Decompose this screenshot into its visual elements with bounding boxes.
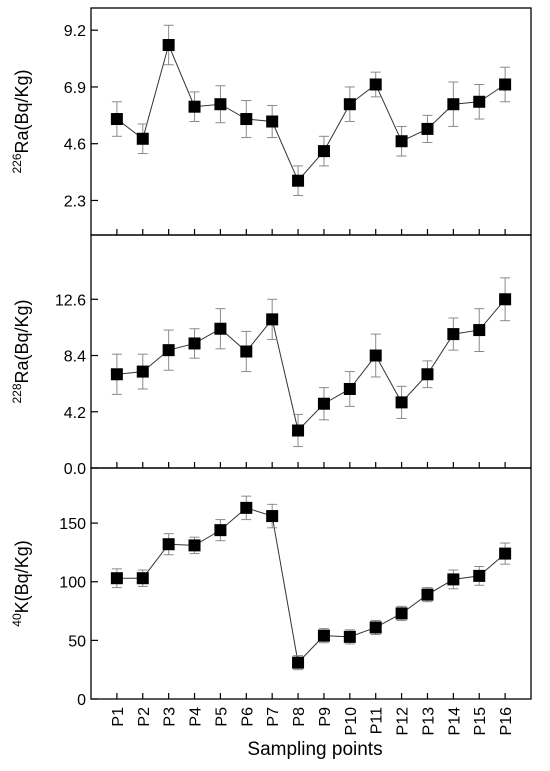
data-point — [292, 656, 305, 669]
chart-panels: 2.34.66.99.2226Ra(Bq/Kg)0.04.28.412.6228… — [10, 7, 532, 736]
data-point — [266, 115, 279, 128]
y-tick-label: 9.2 — [64, 23, 86, 40]
x-tick-label: P14 — [446, 707, 463, 736]
x-tick-label: P3 — [162, 707, 179, 727]
data-point — [473, 95, 486, 108]
data-point — [369, 621, 382, 634]
data-point — [240, 345, 253, 358]
data-point — [499, 547, 512, 560]
data-point — [395, 396, 408, 409]
y-tick-label: 100 — [59, 575, 86, 592]
chart-panel-3: 0 50 100 150 40K(Bq/Kg) — [10, 467, 532, 709]
x-tick-label: P11 — [369, 707, 386, 734]
data-point — [499, 78, 512, 91]
data-point — [292, 174, 305, 187]
y-axis-label: 226Ra(Bq/Kg) — [10, 69, 32, 173]
data-point — [447, 573, 460, 586]
x-tick-label: P9 — [317, 707, 334, 727]
x-tick-label: P15 — [472, 707, 489, 736]
y-axis-label-unit: Ra(Bq/Kg) — [12, 69, 32, 153]
data-point — [162, 538, 175, 551]
data-point — [110, 113, 123, 126]
x-tick-label: P7 — [265, 707, 282, 727]
data-point — [499, 293, 512, 306]
data-point — [188, 337, 201, 350]
y-tick-label: 6.9 — [64, 80, 86, 97]
data-point — [240, 501, 253, 514]
y-axis-label: 228Ra(Bq/Kg) — [10, 299, 32, 403]
data-point — [369, 78, 382, 91]
data-point — [110, 368, 123, 381]
data-point — [136, 572, 149, 585]
y-tick-label: 2.3 — [64, 193, 86, 210]
series-line — [116, 507, 506, 664]
x-axis-label: Sampling points — [247, 739, 382, 760]
data-point — [317, 629, 330, 642]
plot-frame — [90, 467, 532, 700]
x-tick-label: P10 — [343, 707, 360, 736]
data-point — [473, 324, 486, 337]
y-tick-label: 50 — [68, 633, 86, 650]
data-point — [421, 122, 434, 135]
data-point — [421, 368, 434, 381]
y-axis-label-isotope: 228 — [10, 383, 24, 403]
data-point — [214, 98, 227, 111]
data-point — [266, 510, 279, 523]
data-point — [188, 539, 201, 552]
data-point — [240, 113, 253, 126]
chart-panel-1: 2.3 4.6 6.9 9.2 226Ra(Bq/Kg) — [10, 7, 532, 236]
data-point — [214, 524, 227, 537]
y-axis-label: 40K(Bq/Kg) — [10, 540, 32, 626]
x-tick-label: P16 — [498, 707, 515, 736]
y-tick-label: 0.0 — [64, 461, 86, 478]
y-axis-label-isotope: 40 — [10, 613, 24, 627]
data-point — [317, 397, 330, 410]
data-point — [162, 344, 175, 357]
data-point — [343, 630, 356, 643]
series-line — [116, 43, 506, 182]
data-point — [473, 569, 486, 582]
y-axis-label-isotope: 226 — [10, 153, 24, 173]
x-tick-label: P2 — [136, 707, 153, 727]
plot-frame — [90, 7, 532, 236]
data-point — [136, 365, 149, 378]
data-point — [214, 322, 227, 335]
x-tick-label: P1 — [110, 707, 127, 727]
data-point — [447, 98, 460, 111]
data-point — [162, 39, 175, 52]
y-tick-label: 4.2 — [64, 405, 86, 422]
y-tick-label: 0 — [77, 692, 86, 709]
data-point — [292, 424, 305, 437]
plot-frame — [90, 234, 532, 469]
x-tick-label: P12 — [395, 707, 412, 736]
y-tick-label: 8.4 — [64, 349, 86, 366]
data-point — [395, 135, 408, 148]
y-tick-label: 4.6 — [64, 137, 86, 154]
data-point — [136, 132, 149, 145]
x-tick-label: P13 — [420, 707, 437, 736]
series-line — [116, 298, 506, 432]
chart-panel-2: 0.0 4.2 8.4 12.6 228Ra(Bq/Kg) — [10, 234, 532, 478]
data-point — [369, 349, 382, 362]
x-tick-label: P6 — [239, 707, 256, 727]
x-tick-label: P4 — [188, 707, 205, 727]
x-tick-label: P5 — [213, 707, 230, 727]
data-point — [421, 588, 434, 601]
y-tick-label: 12.6 — [55, 292, 86, 309]
data-point — [110, 572, 123, 585]
data-point — [343, 382, 356, 395]
y-axis-label-unit: Ra(Bq/Kg) — [12, 299, 32, 383]
data-point — [188, 100, 201, 113]
data-point — [266, 313, 279, 326]
data-point — [395, 607, 408, 620]
data-point — [343, 98, 356, 111]
y-tick-label: 150 — [59, 516, 86, 533]
data-point — [447, 328, 460, 341]
data-point — [317, 145, 330, 158]
y-axis-label-unit: K(Bq/Kg) — [12, 540, 32, 613]
x-tick-label: P8 — [291, 707, 308, 727]
